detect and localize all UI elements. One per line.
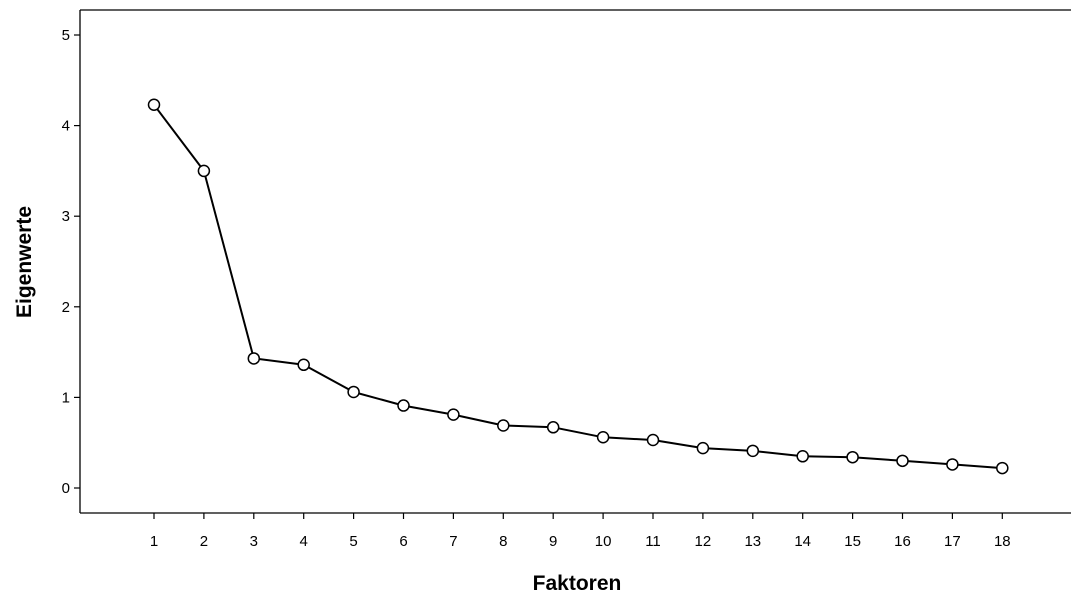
x-tick-label: 16 bbox=[894, 533, 911, 550]
data-point bbox=[746, 444, 760, 458]
y-tick-label: 5 bbox=[62, 27, 70, 44]
data-point bbox=[846, 450, 859, 464]
series-layer bbox=[147, 98, 1009, 475]
x-tick-label: 17 bbox=[944, 533, 961, 550]
x-tick-label: 3 bbox=[250, 533, 258, 550]
data-point bbox=[546, 421, 560, 434]
y-tick-label: 1 bbox=[62, 389, 70, 406]
data-point bbox=[147, 98, 161, 112]
y-axis: 0 1 2 3 4 5 bbox=[62, 27, 80, 497]
data-point bbox=[297, 358, 310, 372]
x-tick-label: 1 bbox=[150, 533, 158, 550]
data-point bbox=[796, 450, 809, 463]
data-point bbox=[397, 399, 410, 412]
plot-frame bbox=[79, 9, 1071, 514]
x-tick-label: 4 bbox=[300, 533, 308, 550]
series-line bbox=[153, 104, 1003, 470]
x-tick-label: 6 bbox=[399, 533, 407, 550]
x-tick-label: 18 bbox=[994, 533, 1011, 550]
y-axis-title: Eigenwerte bbox=[13, 206, 36, 318]
x-tick-label: 7 bbox=[449, 533, 457, 550]
y-tick-label: 4 bbox=[62, 118, 70, 135]
data-point bbox=[197, 164, 211, 178]
data-point bbox=[646, 433, 660, 447]
x-tick-label: 12 bbox=[695, 533, 712, 550]
x-tick-label: 15 bbox=[844, 533, 861, 550]
data-point bbox=[347, 385, 360, 399]
x-tick-label: 9 bbox=[549, 533, 557, 550]
x-axis: 1 2 3 4 5 6 7 8 9 10 11 12 13 14 15 16 17 18 bbox=[150, 513, 1011, 550]
data-point bbox=[247, 352, 261, 365]
y-tick-label: 0 bbox=[62, 480, 70, 497]
x-tick-label: 10 bbox=[595, 533, 612, 550]
data-point bbox=[946, 458, 959, 471]
x-tick-label: 11 bbox=[645, 533, 661, 550]
y-tick-label: 3 bbox=[62, 208, 70, 225]
x-tick-label: 13 bbox=[744, 533, 761, 550]
data-point bbox=[497, 419, 510, 432]
data-point bbox=[447, 408, 460, 421]
x-tick-label: 5 bbox=[349, 533, 357, 550]
data-point bbox=[996, 461, 1009, 475]
x-axis-title: Faktoren bbox=[533, 572, 622, 593]
data-point bbox=[696, 441, 710, 455]
y-tick-label: 2 bbox=[62, 299, 70, 316]
x-tick-label: 8 bbox=[499, 533, 507, 550]
x-tick-label: 14 bbox=[794, 533, 811, 550]
data-point bbox=[596, 431, 610, 444]
x-tick-label: 2 bbox=[200, 533, 208, 550]
data-point bbox=[896, 454, 909, 468]
